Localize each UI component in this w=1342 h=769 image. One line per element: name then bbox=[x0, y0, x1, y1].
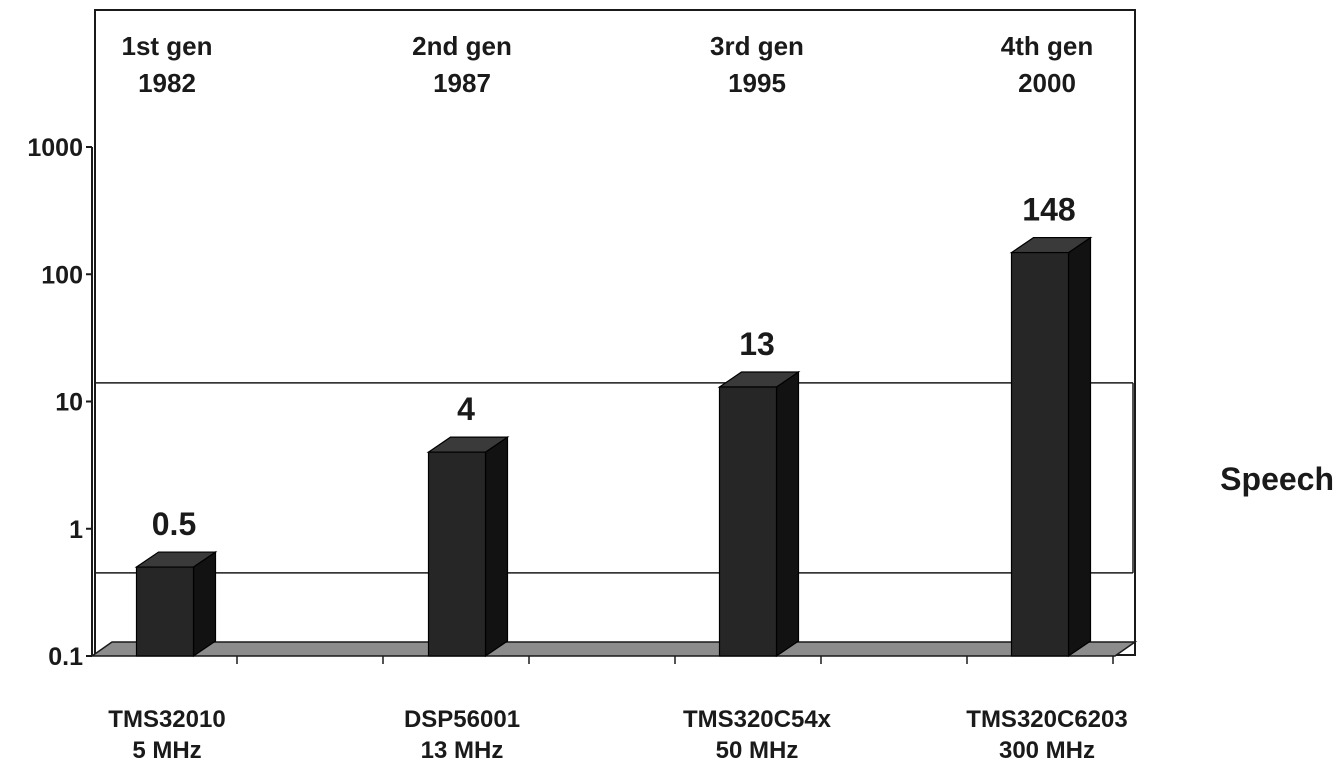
generation-label: 2nd gen bbox=[412, 31, 512, 61]
generation-label: 4th gen bbox=[1001, 31, 1093, 61]
plot-frame bbox=[94, 9, 1136, 656]
x-axis bbox=[236, 656, 1114, 664]
y-tick-label: 1 bbox=[69, 516, 83, 544]
clock-label: 13 MHz bbox=[421, 737, 504, 764]
bars bbox=[134, 236, 1093, 658]
bar-side bbox=[1067, 236, 1092, 658]
generation-label: 3rd gen bbox=[710, 31, 804, 61]
bar bbox=[134, 550, 218, 658]
y-tick-label: 10 bbox=[55, 389, 83, 417]
processor-label: TMS32010 bbox=[108, 706, 225, 733]
generation-label: 1st gen bbox=[121, 31, 212, 61]
y-tick-label: 0.1 bbox=[48, 643, 83, 671]
clock-label: 50 MHz bbox=[716, 737, 799, 764]
bar-front bbox=[135, 566, 195, 657]
bar-front bbox=[427, 451, 487, 657]
bar-value-label: 0.5 bbox=[152, 506, 196, 542]
y-axis: 0.1 1 10 100 1000 bbox=[27, 134, 93, 671]
speech-band: Speech bbox=[95, 382, 1334, 574]
bar bbox=[1009, 236, 1093, 658]
bar-side bbox=[775, 370, 800, 658]
floor-plane bbox=[89, 641, 1138, 657]
year-label: 1982 bbox=[138, 68, 196, 98]
bar-front bbox=[1010, 251, 1070, 657]
year-label: 2000 bbox=[1018, 68, 1076, 98]
y-tick-label: 1000 bbox=[27, 134, 83, 162]
bar-front bbox=[718, 386, 778, 657]
bar bbox=[717, 370, 801, 658]
speech-band-label: Speech bbox=[1220, 461, 1334, 497]
bar-value-label: 4 bbox=[457, 391, 475, 427]
bar-side bbox=[192, 550, 217, 658]
clock-label: 5 MHz bbox=[132, 737, 201, 764]
processor-label: TMS320C54x bbox=[683, 706, 832, 733]
chart-floor bbox=[89, 641, 1138, 657]
year-label: 1987 bbox=[433, 68, 491, 98]
processor-label: TMS320C6203 bbox=[966, 706, 1127, 733]
bar-value-label: 13 bbox=[739, 326, 775, 362]
y-tick-label: 100 bbox=[41, 261, 83, 289]
year-label: 1995 bbox=[728, 68, 786, 98]
labels: 0.5 1st gen 1982 TMS32010 5 MHz 4 2nd gen 1987 D… bbox=[108, 31, 1127, 764]
clock-label: 300 MHz bbox=[999, 737, 1095, 764]
bar-side bbox=[484, 436, 509, 658]
bar-value-label: 148 bbox=[1022, 192, 1075, 228]
processor-label: DSP56001 bbox=[404, 706, 520, 733]
bar bbox=[426, 436, 510, 658]
